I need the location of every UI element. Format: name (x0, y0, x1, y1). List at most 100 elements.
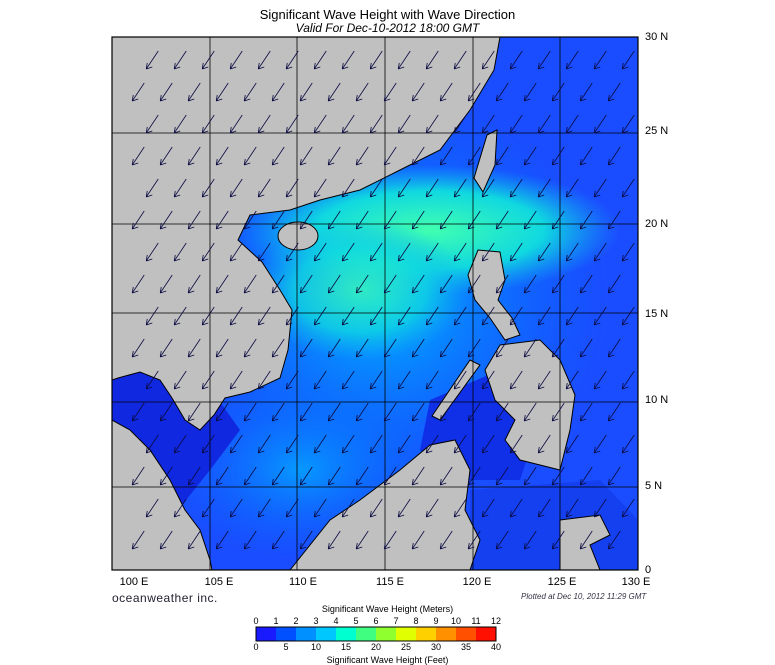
wave-arrow (187, 210, 201, 230)
wave-arrow (383, 402, 397, 422)
wave-arrow (439, 210, 453, 230)
wave-arrow (229, 434, 243, 454)
lat-label-10n: 10 N (645, 394, 669, 406)
wave-arrow (257, 306, 271, 326)
wave-arrow (439, 530, 453, 550)
wave-arrow (509, 306, 523, 326)
wave-arrow (439, 466, 453, 486)
wave-arrow (285, 114, 299, 134)
wave-arrow (481, 498, 495, 518)
wave-arrow (313, 498, 327, 518)
wave-arrow (565, 114, 579, 134)
colorbar-tick-meters: 8 (413, 616, 419, 626)
wave-arrow (327, 466, 341, 486)
colorbar-tick-feet: 0 (253, 642, 259, 652)
wave-arrow (341, 306, 355, 326)
wave-arrow (551, 146, 565, 166)
wave-arrow (131, 82, 145, 102)
wave-arrow (607, 82, 621, 102)
colorbar-swatch (256, 627, 277, 641)
wave-arrow (467, 210, 481, 230)
map-title: Significant Wave Height with Wave Direct… (259, 7, 516, 22)
wave-arrow (467, 466, 481, 486)
wave-arrow (593, 114, 607, 134)
wave-arrow (187, 82, 201, 102)
wave-arrow (299, 210, 313, 230)
wave-arrow (551, 402, 565, 422)
wave-arrow (495, 530, 509, 550)
wave-arrow (467, 146, 481, 166)
colorbar-swatch (316, 627, 337, 641)
lon-label-105e: 105 E (204, 576, 234, 588)
wave-arrow (355, 274, 369, 294)
wave-arrow (607, 274, 621, 294)
wave-arrow (257, 50, 271, 70)
wave-arrow (495, 274, 509, 294)
wave-arrow (537, 498, 551, 518)
wave-arrow (621, 306, 635, 326)
wave-arrow (383, 274, 397, 294)
wave-arrow (341, 370, 355, 390)
wave-arrow (397, 114, 411, 134)
wave-arrow (397, 306, 411, 326)
wave-arrow (145, 434, 159, 454)
map-frame (111, 36, 639, 571)
wave-arrow (131, 530, 145, 550)
wave-arrow (145, 114, 159, 134)
wave-arrow (509, 434, 523, 454)
wave-arrow (145, 498, 159, 518)
wave-arrow (425, 178, 439, 198)
wave-arrow (145, 178, 159, 198)
wave-arrow (159, 466, 173, 486)
wave-arrow (523, 338, 537, 358)
lon-label-110e: 110 E (289, 576, 317, 588)
wave-arrow (131, 338, 145, 358)
wave-arrow (229, 242, 243, 262)
wave-arrow (551, 82, 565, 102)
wave-arrow (215, 466, 229, 486)
wave-arrow (145, 370, 159, 390)
wave-arrow (523, 402, 537, 422)
wave-arrow (621, 498, 635, 518)
wave-arrow (579, 146, 593, 166)
wave-arrow (383, 338, 397, 358)
lon-label-120e: 120 E (462, 576, 492, 588)
wave-arrow (621, 434, 635, 454)
wave-arrow (607, 146, 621, 166)
wave-arrow (537, 370, 551, 390)
wave-arrow (313, 50, 327, 70)
wave-arrow (173, 306, 187, 326)
wave-arrow (285, 306, 299, 326)
wave-arrow (579, 402, 593, 422)
wave-arrow (187, 530, 201, 550)
wave-arrow (411, 82, 425, 102)
wave-arrow (397, 242, 411, 262)
wave-arrow (453, 434, 467, 454)
lat-label-5n: 5 N (645, 480, 663, 492)
wave-arrow (411, 402, 425, 422)
wave-arrow (257, 242, 271, 262)
colorbar-swatch (456, 627, 477, 641)
wave-arrow (201, 50, 215, 70)
wave-arrow (509, 498, 523, 518)
wave-arrow (523, 466, 537, 486)
wave-arrow (537, 306, 551, 326)
wave-arrow (341, 434, 355, 454)
wave-arrow (299, 82, 313, 102)
wave-arrow (537, 242, 551, 262)
colorbar-swatch (436, 627, 457, 641)
wave-arrow (257, 114, 271, 134)
wave-arrow (551, 210, 565, 230)
wave-arrow (299, 338, 313, 358)
wave-arrow (369, 178, 383, 198)
wave-arrow (341, 114, 355, 134)
wave-arrow (313, 370, 327, 390)
wave-arrow (131, 402, 145, 422)
wave-arrow (145, 50, 159, 70)
colorbar-tick-meters: 6 (373, 616, 379, 626)
wave-arrow (243, 530, 257, 550)
wave-arrow (215, 338, 229, 358)
wave-arrow (579, 210, 593, 230)
colorbar-tick-meters: 4 (333, 616, 339, 626)
